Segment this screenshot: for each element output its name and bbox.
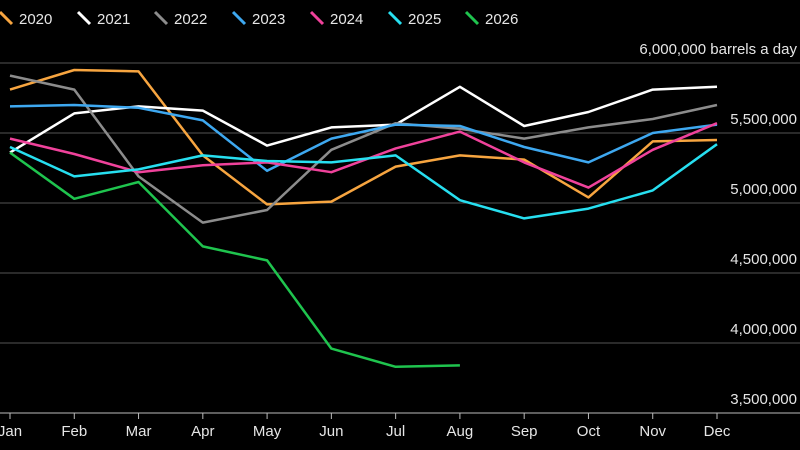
legend-swatch xyxy=(0,10,14,26)
x-tick-label: Sep xyxy=(511,423,538,440)
series-line xyxy=(9,122,718,189)
y-tick-label: 5,000,000 xyxy=(730,181,797,198)
series-line xyxy=(9,143,718,220)
x-tick-label: May xyxy=(253,423,282,440)
legend-swatch xyxy=(464,10,480,26)
legend-swatch xyxy=(387,10,403,26)
legend-label: 2025 xyxy=(408,11,441,28)
y-tick-label: 3,500,000 xyxy=(730,391,797,408)
series-line xyxy=(9,85,718,154)
legend-swatch xyxy=(231,10,247,26)
legend-swatch xyxy=(153,10,169,26)
y-tick-label: 5,500,000 xyxy=(730,111,797,128)
x-tick-label: Nov xyxy=(639,423,666,440)
x-tick-label: Jul xyxy=(386,423,405,440)
x-tick-label: Dec xyxy=(704,423,731,440)
x-tick-label: Feb xyxy=(61,423,87,440)
x-tick-label: Aug xyxy=(447,423,474,440)
series-line xyxy=(9,68,718,206)
legend-swatch xyxy=(76,10,92,26)
x-tick-label: Oct xyxy=(577,423,601,440)
x-tick-label: Mar xyxy=(126,423,152,440)
legend-label: 2021 xyxy=(97,11,130,28)
y-tick-label: 6,000,000 barrels a day xyxy=(639,41,797,58)
legend-label: 2023 xyxy=(252,11,285,28)
series-line xyxy=(9,103,718,173)
x-tick-label: Jun xyxy=(319,423,343,440)
legend-swatch xyxy=(309,10,325,26)
series-line xyxy=(9,74,718,224)
legend-label: 2026 xyxy=(485,11,518,28)
y-tick-label: 4,500,000 xyxy=(730,251,797,268)
y-tick-label: 4,000,000 xyxy=(730,321,797,338)
x-tick-label: Apr xyxy=(191,423,214,440)
x-tick-label: Jan xyxy=(0,423,22,440)
legend-label: 2020 xyxy=(19,11,52,28)
legend-label: 2024 xyxy=(330,11,363,28)
legend-label: 2022 xyxy=(174,11,207,28)
series-line xyxy=(9,151,460,369)
